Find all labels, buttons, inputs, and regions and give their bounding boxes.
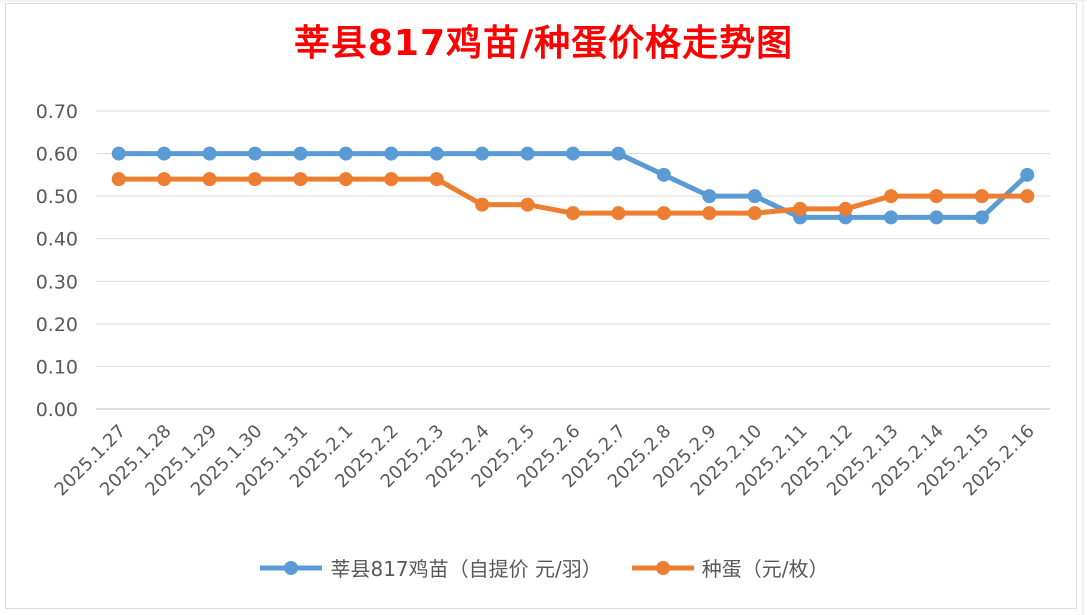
legend-item-egg: 种蛋（元/枚） xyxy=(630,553,829,582)
data-point-series-0 xyxy=(747,189,762,204)
data-point-series-0 xyxy=(475,146,490,161)
y-tick-label: 0.10 xyxy=(36,356,78,378)
data-point-series-0 xyxy=(929,210,944,225)
data-point-series-1 xyxy=(974,189,989,204)
data-point-series-1 xyxy=(747,206,762,221)
data-point-series-1 xyxy=(929,189,944,204)
y-tick-label: 0.00 xyxy=(36,399,78,421)
data-point-series-0 xyxy=(338,146,353,161)
data-point-series-1 xyxy=(157,172,172,187)
data-point-series-1 xyxy=(884,189,898,204)
data-point-series-1 xyxy=(611,206,626,221)
legend-label-chick: 莘县817鸡苗（自提价 元/羽） xyxy=(330,557,602,581)
data-point-series-0 xyxy=(611,146,626,161)
y-tick-label: 0.40 xyxy=(36,229,78,251)
legend: 莘县817鸡苗（自提价 元/羽） 种蛋（元/枚） xyxy=(0,553,1087,582)
y-tick-label: 0.30 xyxy=(36,271,78,293)
data-point-series-1 xyxy=(520,197,535,212)
data-point-series-1 xyxy=(566,206,580,221)
data-point-series-1 xyxy=(248,172,262,187)
data-point-series-0 xyxy=(1020,167,1035,182)
data-point-series-0 xyxy=(111,146,126,161)
y-tick-label: 0.70 xyxy=(36,101,78,123)
data-point-series-0 xyxy=(566,146,580,161)
y-tick-label: 0.60 xyxy=(36,144,78,166)
data-point-series-1 xyxy=(111,172,126,187)
data-point-series-0 xyxy=(974,210,989,225)
data-point-series-1 xyxy=(793,201,808,216)
data-point-series-1 xyxy=(293,172,308,187)
data-point-series-1 xyxy=(838,201,853,216)
data-point-series-1 xyxy=(202,172,217,187)
data-point-series-1 xyxy=(702,206,717,221)
data-point-series-0 xyxy=(656,167,671,182)
data-point-series-0 xyxy=(702,189,717,204)
chart-title: 莘县817鸡苗/种蛋价格走势图 xyxy=(293,23,794,64)
data-point-series-0 xyxy=(248,146,262,161)
data-point-series-1 xyxy=(338,172,353,187)
data-point-series-0 xyxy=(202,146,217,161)
data-point-series-1 xyxy=(384,172,399,187)
data-point-series-1 xyxy=(475,197,490,212)
y-tick-label: 0.50 xyxy=(36,186,78,208)
legend-item-chick: 莘县817鸡苗（自提价 元/羽） xyxy=(258,553,602,582)
data-point-series-1 xyxy=(1020,189,1035,204)
data-point-series-0 xyxy=(293,146,308,161)
legend-swatch-egg xyxy=(631,560,694,575)
data-point-series-0 xyxy=(884,210,898,225)
data-point-series-0 xyxy=(520,146,535,161)
data-point-series-0 xyxy=(429,146,444,161)
data-point-series-0 xyxy=(157,146,172,161)
data-point-series-1 xyxy=(429,172,444,187)
data-point-series-0 xyxy=(384,146,399,161)
legend-label-egg: 种蛋（元/枚） xyxy=(701,557,829,581)
y-tick-label: 0.20 xyxy=(36,314,78,336)
chart-area[interactable] xyxy=(5,3,1077,609)
data-point-series-1 xyxy=(656,206,671,221)
legend-swatch-chick xyxy=(260,560,323,575)
